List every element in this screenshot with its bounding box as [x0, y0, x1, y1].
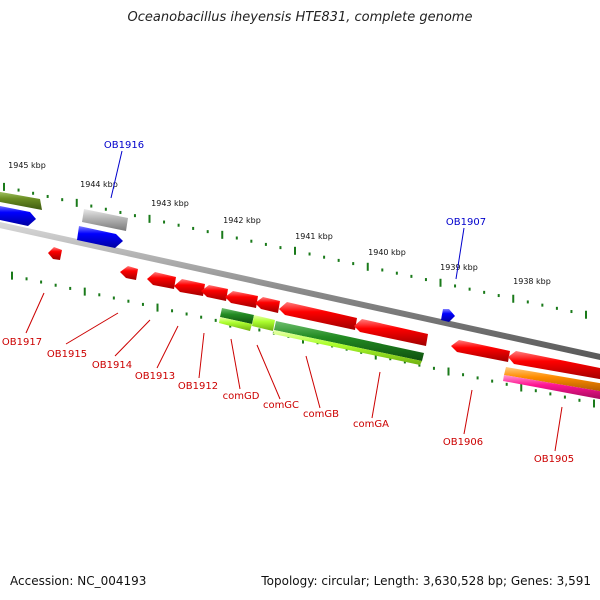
forward-gene-labels: OB1916 OB1907 [104, 140, 486, 228]
gene-feature [354, 319, 428, 346]
gene-label: OB1917 [2, 337, 42, 348]
gene-label: OB1912 [178, 381, 218, 392]
gene-feature [201, 285, 228, 301]
leader-line [305, 355, 321, 409]
leader-line [230, 338, 241, 390]
scale-tick-label: 1942 kbp [223, 216, 261, 225]
gene-feature [0, 191, 42, 210]
leader-line [455, 227, 465, 280]
forward-label-leaders [110, 150, 465, 280]
leader-line [110, 150, 123, 199]
scale-tick-label: 1943 kbp [151, 199, 189, 208]
gene-label: OB1914 [92, 360, 132, 371]
reverse-label-leaders [25, 292, 563, 452]
scale-labels: 1945 kbp 1944 kbp 1943 kbp 1942 kbp 1941 kbp… [8, 161, 551, 286]
scale-tick-label: 1938 kbp [513, 277, 551, 286]
upper-tick-track [3, 182, 587, 319]
scale-tick-label: 1939 kbp [440, 263, 478, 272]
gene-feature [225, 291, 258, 308]
gene-feature [252, 315, 275, 331]
scale-tick-label: 1945 kbp [8, 161, 46, 170]
leader-line [65, 312, 119, 345]
leader-line [156, 325, 179, 369]
gene-feature [0, 206, 36, 226]
genome-title: Oceanobacillus iheyensis HTE831, complet… [127, 10, 473, 25]
gene-feature [503, 375, 600, 400]
accession-text: Accession: NC_004193 [10, 574, 147, 588]
gene-feature [273, 330, 422, 365]
topology-text: Topology: circular; Length: 3,630,528 bp… [261, 574, 591, 588]
gene-label: OB1916 [104, 140, 144, 151]
leader-line [371, 371, 381, 419]
leader-line [554, 406, 563, 452]
gene-label: comGC [263, 400, 299, 411]
gene-feature [504, 367, 600, 392]
gene-feature [441, 309, 455, 322]
gene-label: comGD [223, 391, 260, 402]
gene-feature [274, 321, 424, 361]
gene-feature [508, 351, 600, 380]
leader-line [114, 319, 151, 357]
gene-feature [120, 266, 138, 280]
leader-line [25, 292, 45, 334]
leader-line [256, 344, 281, 400]
gene-label: OB1906 [443, 437, 483, 448]
scale-tick-label: 1940 kbp [368, 248, 406, 257]
scale-tick-label: 1941 kbp [295, 232, 333, 241]
gene-label: OB1905 [534, 454, 574, 465]
gene-label: OB1907 [446, 217, 486, 228]
gene-feature [451, 340, 510, 362]
scale-tick-label: 1944 kbp [80, 180, 118, 189]
leader-line [463, 389, 473, 435]
gene-label: OB1913 [135, 371, 175, 382]
gene-feature [279, 302, 357, 330]
gene-feature [174, 279, 205, 296]
gene-label: comGA [353, 419, 389, 430]
gene-feature [77, 226, 123, 248]
gene-feature [147, 272, 176, 289]
reverse-strand-genes [48, 247, 600, 400]
gene-feature [82, 209, 128, 231]
gene-feature [255, 297, 280, 313]
gene-label: comGB [303, 409, 339, 420]
genome-backbone [0, 222, 600, 360]
forward-strand-genes [0, 191, 455, 322]
gene-feature [219, 317, 252, 331]
gene-feature [48, 247, 62, 260]
reverse-gene-labels: OB1917 OB1915 OB1914 OB1913 OB1912 comGD… [2, 337, 574, 465]
gene-feature [220, 308, 254, 324]
leader-line [198, 332, 205, 379]
gene-label: OB1915 [47, 349, 87, 360]
